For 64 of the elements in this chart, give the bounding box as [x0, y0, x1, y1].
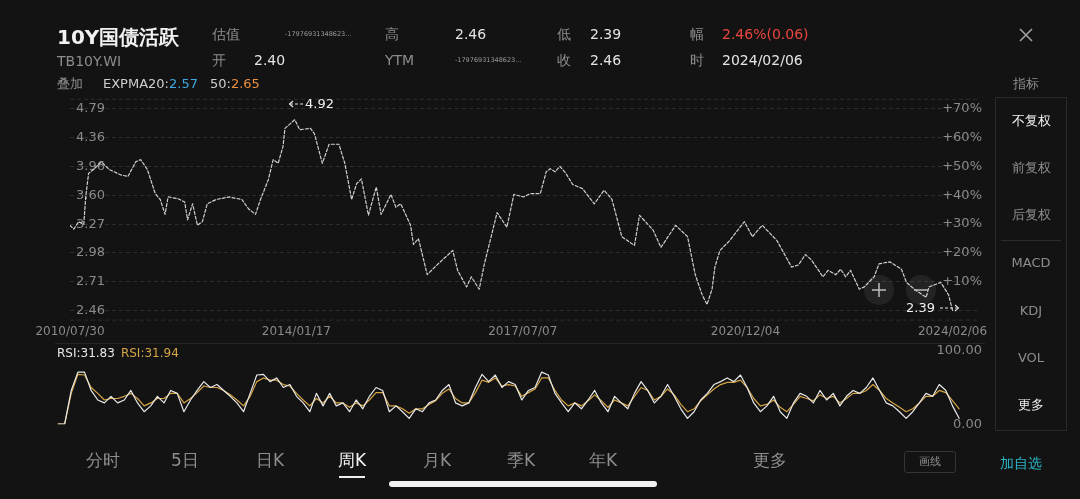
text: 2.39 [590, 25, 622, 43]
text: 周K [337, 450, 367, 471]
x-tick-label: 2024/02/06 [917, 323, 988, 338]
text: 5日 [171, 450, 199, 471]
y-tick-label: 2.71 [76, 272, 105, 288]
text: 更多 [1018, 396, 1044, 413]
text: 月K [422, 450, 452, 471]
y2-tick-label: +30% [942, 215, 982, 231]
y-tick-label: 3.60 [76, 186, 105, 202]
text: 年K [588, 450, 618, 471]
y-tick-label: 2.98 [76, 243, 105, 259]
text: 2.46%(0.06) [722, 25, 809, 43]
text: 估值 [212, 25, 240, 43]
text: 2.40 [254, 51, 286, 69]
text: 2.46 [455, 25, 487, 43]
text: 50: [209, 75, 231, 92]
y2-tick-label: +10% [942, 273, 982, 289]
chart-subtitle: TB10Y.WI [57, 52, 122, 70]
x-tick-label: 2010/07/30 [35, 323, 105, 338]
text: 叠加 [57, 75, 83, 92]
chart-title: 10Y国债活跃 [57, 24, 180, 49]
text: 低 [557, 25, 571, 43]
text: 开 [212, 51, 226, 69]
text: MACD [1011, 254, 1051, 271]
text: 时 [690, 51, 704, 69]
y2-tick-label: +70% [942, 100, 982, 116]
text: 分时 [86, 450, 120, 471]
y2-tick-label: +20% [942, 244, 982, 260]
y-tick-label: 100.00 [936, 342, 982, 358]
text: 后复权 [1011, 206, 1051, 223]
text: RSI:31.94 [120, 346, 179, 361]
y-tick-label: 4.36 [76, 128, 105, 144]
text: 指标 [1013, 75, 1039, 92]
x-tick-label: 2020/12/04 [710, 323, 781, 338]
text: 更多 [753, 450, 787, 471]
text: 日K [255, 450, 285, 471]
text: 2.57 [169, 75, 198, 92]
y-tick-label: 2.46 [76, 301, 105, 317]
series-label: RSI:31.83 [57, 346, 115, 361]
text: 2.46 [590, 51, 622, 69]
x-tick-label: 2014/01/17 [261, 323, 331, 338]
text: 2024/02/06 [722, 51, 803, 69]
y2-tick-label: +40% [942, 186, 982, 202]
text: YTM [385, 51, 415, 69]
y2-tick-label: +60% [942, 129, 982, 145]
y-tick-label: 4.79 [76, 100, 105, 116]
text: 加自选 [1000, 454, 1042, 472]
text: 幅 [690, 25, 704, 43]
text: 高 [385, 25, 399, 43]
x-tick-label: 2017/07/07 [488, 323, 558, 338]
text: 2.65 [230, 75, 260, 92]
text: KDJ [1019, 302, 1043, 319]
text: VOL [1017, 349, 1045, 366]
y-tick-label: 0.00 [953, 415, 982, 431]
text: EXPMA20: [103, 75, 169, 92]
text: 季K [506, 450, 536, 471]
y2-tick-label: +50% [942, 157, 982, 173]
text: 前复权 [1011, 159, 1051, 176]
text: 画线 [919, 454, 941, 469]
annotation: 2.39 [906, 299, 935, 316]
y-tick-label: 3.27 [76, 215, 105, 231]
text: 收 [557, 51, 571, 69]
annotation: 4.92 [305, 95, 334, 112]
text: 不复权 [1011, 112, 1051, 129]
